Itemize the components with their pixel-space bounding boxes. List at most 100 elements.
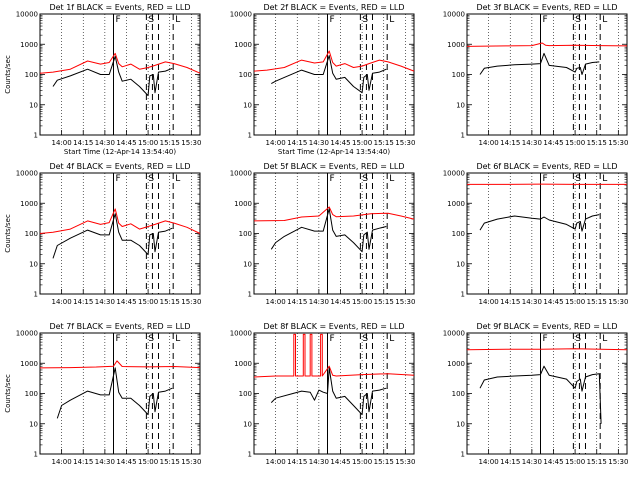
x-tick-label: 14:15	[287, 139, 307, 147]
chart-title: Det 5f BLACK = Events, RED = LLD	[263, 162, 404, 171]
x-tick-label: 15:15	[587, 458, 607, 466]
x-tick-label: 14:30	[95, 458, 115, 466]
event-label: S	[148, 334, 154, 344]
x-tick-label: 14:45	[116, 458, 136, 466]
y-tick-label: 10	[456, 420, 465, 428]
x-tick-label: 15:15	[160, 139, 180, 147]
x-tick-label: 15:30	[395, 139, 415, 147]
y-tick-label: 100	[239, 71, 252, 79]
panel-3: Det 3f BLACK = Events, RED = LLD 1 10 100 10…	[443, 3, 629, 147]
series-line-lld	[39, 52, 201, 74]
event-label: F	[116, 334, 121, 344]
x-tick-label: 15:00	[138, 139, 158, 147]
event-label: L	[389, 334, 394, 344]
y-tick-label: 10000	[443, 11, 465, 19]
x-tick-label: 14:15	[73, 139, 93, 147]
x-tick-label: 14:45	[543, 458, 563, 466]
event-label: L	[602, 334, 607, 344]
y-tick-label: 1000	[234, 41, 252, 49]
event-label: F	[330, 174, 335, 184]
x-tick-label: 14:45	[543, 139, 563, 147]
y-tick-label: 1	[248, 451, 252, 459]
x-tick-label: 15:00	[138, 458, 158, 466]
y-tick-label: 10	[243, 260, 252, 268]
x-tick-label: 15:00	[352, 298, 372, 306]
event-label: S	[148, 15, 154, 25]
x-tick-label: 14:00	[266, 458, 286, 466]
y-tick-label: 1	[34, 291, 38, 299]
y-tick-label: 1000	[20, 360, 38, 368]
y-axis-label: Counts/sec	[4, 55, 12, 94]
panel-4: Det 4f BLACK = Events, RED = LLD 1 10 100 10…	[4, 162, 201, 306]
y-tick-label: 1	[461, 451, 465, 459]
panel-1: Det 1f BLACK = Events, RED = LLD 1 10 100 10…	[4, 3, 201, 156]
y-tick-label: 100	[239, 390, 252, 398]
x-tick-label: 15:30	[395, 458, 415, 466]
x-tick-label: 15:30	[608, 298, 628, 306]
series-line-events	[270, 367, 387, 416]
x-tick-label: 15:00	[352, 458, 372, 466]
y-tick-label: 10	[243, 420, 252, 428]
chart-title: Det 4f BLACK = Events, RED = LLD	[49, 162, 190, 171]
y-axis-label: Counts/sec	[4, 374, 12, 413]
x-tick-label: 15:15	[160, 458, 180, 466]
y-tick-label: 1	[248, 291, 252, 299]
x-tick-label: 14:00	[266, 139, 286, 147]
x-tick-label: 15:00	[352, 139, 372, 147]
chart-title: Det 9f BLACK = Events, RED = LLD	[476, 322, 617, 331]
x-tick-label: 15:15	[374, 139, 394, 147]
y-tick-label: 100	[25, 230, 38, 238]
panel-6: Det 6f BLACK = Events, RED = LLD 1 10 100 10…	[443, 162, 629, 306]
y-tick-label: 1000	[234, 200, 252, 208]
event-label: S	[362, 174, 368, 184]
series-line-lld	[253, 206, 415, 222]
y-tick-label: 10	[243, 101, 252, 109]
y-tick-label: 10000	[16, 330, 38, 338]
series-line-lld	[253, 333, 415, 378]
x-tick-label: 14:30	[309, 298, 329, 306]
event-label: L	[175, 334, 180, 344]
y-tick-label: 1000	[20, 200, 38, 208]
y-tick-label: 10	[29, 101, 38, 109]
x-tick-label: 14:15	[500, 139, 520, 147]
x-tick-label: 15:15	[374, 298, 394, 306]
x-tick-label: 14:15	[500, 458, 520, 466]
y-tick-label: 10	[29, 260, 38, 268]
x-tick-label: 15:00	[138, 298, 158, 306]
x-tick-label: 14:45	[330, 139, 350, 147]
x-tick-label: 14:30	[522, 139, 542, 147]
plot-frame	[39, 172, 201, 295]
x-tick-label: 14:15	[287, 298, 307, 306]
x-tick-label: 14:15	[73, 298, 93, 306]
event-label: S	[575, 174, 581, 184]
y-tick-label: 10000	[230, 11, 252, 19]
y-tick-label: 10	[29, 420, 38, 428]
chart-title: Det 1f BLACK = Events, RED = LLD	[49, 3, 190, 12]
event-label: S	[575, 15, 581, 25]
y-tick-label: 100	[25, 71, 38, 79]
x-tick-label: 14:45	[116, 298, 136, 306]
plot-frame	[466, 13, 628, 136]
x-tick-label: 14:45	[116, 139, 136, 147]
y-tick-label: 10000	[443, 330, 465, 338]
y-tick-label: 10	[456, 101, 465, 109]
x-tick-label: 14:30	[522, 298, 542, 306]
event-label: F	[543, 15, 548, 25]
event-label: S	[362, 334, 368, 344]
x-tick-label: 14:00	[479, 139, 499, 147]
y-tick-label: 1	[34, 451, 38, 459]
event-label: S	[148, 174, 154, 184]
x-tick-label: 15:15	[587, 298, 607, 306]
event-label: F	[543, 334, 548, 344]
y-tick-label: 10000	[230, 330, 252, 338]
plot-frame	[253, 172, 415, 295]
y-tick-label: 100	[25, 390, 38, 398]
event-label: L	[602, 15, 607, 25]
x-tick-label: 14:00	[266, 298, 286, 306]
x-tick-label: 15:30	[608, 139, 628, 147]
event-label: L	[175, 15, 180, 25]
panel-5: Det 5f BLACK = Events, RED = LLD 1 10 100 10…	[230, 162, 416, 306]
event-label: F	[543, 174, 548, 184]
x-tick-label: 14:00	[52, 458, 72, 466]
x-tick-label: 15:15	[374, 458, 394, 466]
